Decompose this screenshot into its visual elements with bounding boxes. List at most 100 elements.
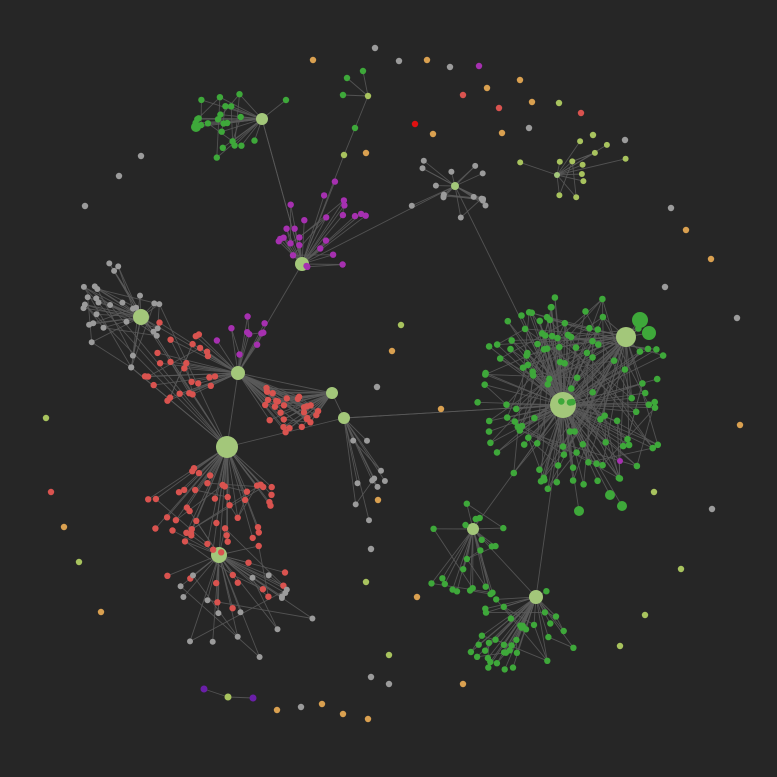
graph-node-orange[interactable] — [413, 593, 421, 601]
graph-node-orange[interactable] — [374, 496, 382, 504]
graph-hub-node[interactable] — [616, 327, 636, 347]
graph-node-green[interactable] — [619, 442, 627, 450]
graph-node-green[interactable] — [478, 536, 485, 543]
graph-node-purple[interactable] — [617, 458, 623, 464]
graph-node-red[interactable] — [271, 403, 279, 410]
graph-node-red[interactable] — [163, 514, 171, 521]
graph-node-orange[interactable] — [516, 76, 524, 84]
graph-node-gray[interactable] — [432, 182, 439, 189]
graph-node-red[interactable] — [166, 394, 174, 401]
graph-node-green[interactable] — [219, 144, 226, 151]
graph-node-orange[interactable] — [309, 56, 317, 64]
graph-node-green[interactable] — [430, 525, 437, 532]
graph-node-gray[interactable] — [661, 283, 669, 291]
graph-node-gray[interactable] — [621, 136, 629, 144]
graph-node-green[interactable] — [460, 566, 467, 573]
graph-node-green[interactable] — [644, 345, 652, 353]
graph-node-lime[interactable] — [340, 151, 348, 159]
graph-node-green[interactable] — [524, 361, 532, 369]
graph-node-green[interactable] — [554, 462, 562, 469]
graph-node-red[interactable] — [262, 401, 269, 409]
graph-node-red[interactable] — [154, 349, 161, 357]
graph-node-red[interactable] — [192, 486, 199, 494]
graph-node-red[interactable] — [263, 388, 271, 395]
graph-node-gray[interactable] — [156, 301, 163, 308]
graph-node-red[interactable] — [181, 486, 188, 494]
graph-node-red[interactable] — [188, 532, 195, 539]
graph-node-green[interactable] — [485, 343, 493, 350]
graph-node-red[interactable] — [274, 398, 282, 405]
graph-node-green[interactable] — [605, 490, 615, 500]
graph-node-green[interactable] — [251, 137, 258, 144]
graph-node-green[interactable] — [541, 609, 549, 616]
graph-node-green[interactable] — [546, 375, 553, 383]
graph-hub-node[interactable] — [216, 436, 238, 458]
graph-node-green[interactable] — [536, 317, 544, 325]
graph-node-green[interactable] — [543, 588, 550, 595]
graph-node-green[interactable] — [548, 303, 555, 311]
graph-node-green[interactable] — [632, 408, 640, 416]
graph-node-gray[interactable] — [457, 214, 464, 221]
graph-node-gray[interactable] — [371, 44, 379, 52]
graph-node-green[interactable] — [540, 474, 548, 482]
graph-node-gray[interactable] — [419, 165, 426, 172]
graph-node-gray[interactable] — [482, 202, 489, 209]
graph-hub-node[interactable] — [326, 387, 338, 399]
graph-node-green[interactable] — [487, 590, 494, 598]
graph-node-green[interactable] — [485, 664, 492, 671]
graph-node-green[interactable] — [485, 428, 493, 435]
graph-node-gray[interactable] — [374, 483, 381, 490]
graph-node-gray[interactable] — [180, 594, 187, 600]
graph-node-lime[interactable] — [569, 158, 576, 165]
graph-node-green[interactable] — [561, 319, 569, 327]
graph-node-gray[interactable] — [408, 202, 415, 209]
graph-node-gray[interactable] — [130, 305, 136, 312]
graph-node-green[interactable] — [599, 461, 606, 469]
graph-node-green[interactable] — [476, 514, 483, 522]
graph-node-green[interactable] — [463, 500, 470, 507]
graph-node-green[interactable] — [551, 294, 559, 301]
graph-node-green[interactable] — [511, 418, 519, 425]
graph-node-green[interactable] — [474, 399, 481, 406]
graph-node-red[interactable] — [169, 527, 176, 534]
graph-node-gray[interactable] — [81, 202, 89, 210]
graph-node-green[interactable] — [508, 642, 515, 649]
graph-node-red[interactable] — [294, 395, 302, 403]
graph-node-gray[interactable] — [137, 292, 143, 299]
graph-node-green[interactable] — [585, 459, 592, 466]
graph-node-green[interactable] — [216, 94, 224, 101]
graph-node-red[interactable] — [577, 109, 585, 117]
graph-node-orange[interactable] — [459, 680, 467, 688]
graph-node-red[interactable] — [195, 469, 203, 477]
graph-node-green[interactable] — [642, 326, 656, 340]
graph-node-lime[interactable] — [573, 194, 580, 201]
graph-node-gray[interactable] — [733, 314, 741, 322]
graph-node-green[interactable] — [518, 422, 526, 430]
graph-node-green[interactable] — [467, 648, 475, 656]
graph-node-lime[interactable] — [622, 155, 629, 162]
graph-node-red[interactable] — [213, 519, 220, 527]
graph-node-gray[interactable] — [256, 654, 263, 660]
graph-node-red[interactable] — [192, 333, 199, 340]
graph-node-gray[interactable] — [479, 170, 486, 177]
graph-node-green[interactable] — [453, 588, 461, 595]
graph-node-lime[interactable] — [385, 651, 393, 659]
graph-node-green[interactable] — [573, 449, 580, 456]
graph-node-gray[interactable] — [128, 364, 135, 371]
graph-node-green[interactable] — [559, 443, 567, 450]
graph-node-lime[interactable] — [650, 488, 658, 496]
graph-node-green[interactable] — [504, 317, 512, 325]
graph-node-green[interactable] — [610, 357, 618, 365]
graph-node-green[interactable] — [651, 398, 658, 406]
graph-node-red[interactable] — [214, 599, 221, 606]
graph-node-orange[interactable] — [429, 130, 437, 138]
graph-node-purple[interactable] — [287, 240, 294, 247]
graph-node-green[interactable] — [500, 603, 507, 610]
graph-node-red[interactable] — [189, 391, 196, 398]
graph-node-green[interactable] — [492, 636, 499, 643]
graph-node-red[interactable] — [257, 481, 264, 488]
graph-node-green[interactable] — [496, 355, 504, 362]
graph-node-lime[interactable] — [677, 565, 685, 573]
graph-node-green[interactable] — [573, 374, 581, 382]
graph-node-green[interactable] — [613, 417, 621, 425]
